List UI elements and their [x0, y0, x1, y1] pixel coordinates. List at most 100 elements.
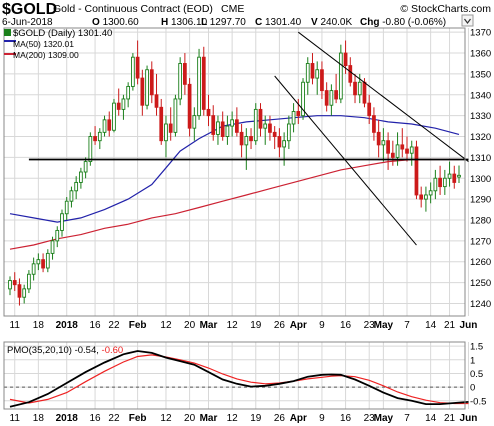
- candle: [102, 115, 107, 137]
- candle-body-up: [457, 174, 461, 178]
- candle: [253, 103, 258, 145]
- candle-body-up: [197, 56, 201, 117]
- candle: [31, 257, 36, 281]
- date-tick-label: 26: [274, 320, 286, 331]
- candle: [282, 132, 286, 166]
- price-grid: [4, 28, 469, 316]
- candle: [258, 103, 263, 137]
- pmo-axis: -0.5 0 0.5 1 1.5: [470, 342, 486, 408]
- candle-body-up: [428, 190, 433, 196]
- ohlc-field-h: H 1306.10: [161, 17, 208, 28]
- candle-body-up: [121, 98, 126, 110]
- pmo-date-tick-label: Jun: [460, 413, 478, 424]
- date-tick-label: 11: [10, 320, 21, 331]
- candle: [225, 115, 230, 145]
- candle-body-up: [164, 123, 168, 142]
- candle-body-down: [372, 115, 376, 133]
- candle-body-up: [126, 85, 131, 100]
- candle: [452, 165, 457, 189]
- pmo-line: [9, 350, 469, 408]
- candle: [334, 73, 338, 104]
- ohlc-field-l: L 1297.70: [201, 17, 246, 28]
- candle: [372, 107, 376, 141]
- candle-body-down: [107, 119, 112, 131]
- price-tick-label: 1360: [470, 49, 491, 60]
- candle-body-down: [187, 83, 192, 129]
- ohlc-field-c: C 1301.40: [255, 17, 302, 28]
- ohlc-field-v: V 240.0K: [311, 17, 352, 28]
- candle: [121, 94, 126, 120]
- date-tick-label: 7: [404, 320, 410, 331]
- channel-upper-line: [298, 31, 469, 162]
- date-tick-label: 19: [250, 320, 262, 331]
- pmo-tick-label: -0.5: [470, 396, 486, 407]
- candle: [296, 98, 301, 124]
- candle-body-up: [64, 200, 69, 215]
- candle: [305, 57, 310, 95]
- candle: [149, 61, 154, 104]
- candle-body-down: [116, 102, 121, 110]
- date-tick-label: 9: [319, 320, 325, 331]
- price-tick-label: 1310: [470, 153, 491, 164]
- candle: [27, 270, 31, 294]
- candle: [74, 176, 79, 200]
- candle: [116, 88, 121, 116]
- ohlc-key: H: [161, 17, 171, 28]
- candle: [386, 132, 390, 170]
- candle: [230, 111, 235, 137]
- candle: [178, 57, 183, 106]
- candle-body-down: [386, 140, 390, 154]
- candle: [60, 209, 64, 237]
- candle-body-down: [390, 152, 395, 158]
- candle: [187, 78, 192, 137]
- pmo-date-tick-label: 16: [340, 413, 352, 424]
- pmo-tick-label: 0: [470, 383, 475, 394]
- candle-body-up: [263, 123, 268, 129]
- pmo-date-tick-label: 18: [33, 413, 45, 424]
- date-tick-label: 12: [160, 320, 172, 331]
- candle-body-up: [301, 81, 305, 117]
- pmo-date-tick-label: 2018: [56, 413, 79, 424]
- pmo-date-tick-label: Mar: [200, 413, 218, 424]
- candle-body-down: [12, 280, 17, 286]
- candle: [131, 53, 135, 91]
- chevron-down-icon[interactable]: [461, 14, 474, 27]
- candle: [419, 186, 424, 208]
- candle: [249, 128, 253, 150]
- candle-body-down: [438, 177, 442, 188]
- candle-body-up: [74, 181, 79, 192]
- price-tick-label: 1270: [470, 236, 491, 247]
- candle: [201, 46, 206, 116]
- pmo-signal-line: [9, 354, 469, 405]
- date-tick-label: Jun: [460, 320, 478, 331]
- candle-body-up: [83, 161, 88, 173]
- candle-body-up: [315, 69, 320, 79]
- candle: [390, 140, 395, 166]
- candle: [263, 115, 268, 145]
- candle-body-down: [239, 131, 244, 146]
- candle: [367, 94, 372, 124]
- candle: [197, 48, 201, 120]
- candle: [220, 111, 225, 141]
- candle: [277, 128, 282, 158]
- ohlc-key: V: [311, 17, 320, 28]
- candle-body-up: [60, 213, 64, 231]
- date-tick-label: Mar: [200, 320, 218, 331]
- candle: [315, 61, 320, 95]
- candle-body-down: [168, 123, 173, 133]
- candle: [244, 128, 249, 170]
- candle-body-up: [338, 52, 343, 100]
- candle: [211, 105, 216, 141]
- candle-body-up: [8, 280, 12, 290]
- price-tick-label: 1340: [470, 90, 491, 101]
- candle: [239, 124, 244, 158]
- channel-lower-line: [274, 75, 417, 246]
- candle-body-down: [320, 69, 324, 92]
- candle-body-up: [173, 98, 178, 133]
- price-tick-label: 1350: [470, 69, 491, 80]
- candle-body-down: [220, 121, 225, 137]
- candle-body-up: [131, 56, 135, 87]
- price-legend-swatch: [4, 29, 11, 36]
- candle-body-up: [424, 194, 428, 200]
